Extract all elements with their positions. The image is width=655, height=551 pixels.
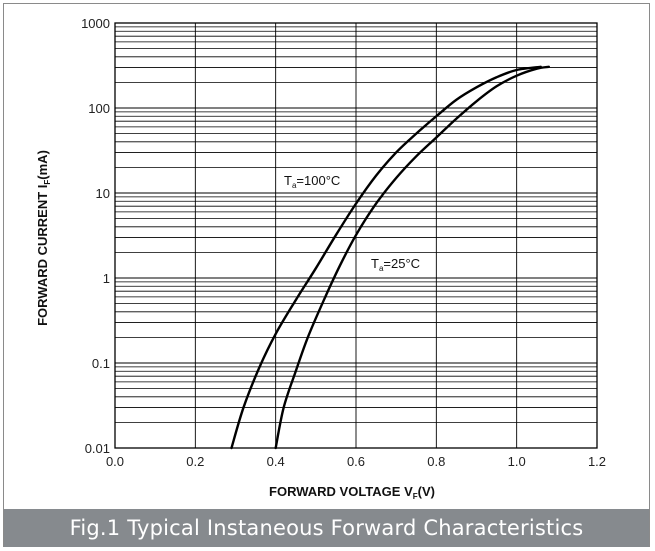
y-axis-title: FORWARD CURRENT IF(mA) — [35, 150, 52, 326]
y-tick-label: 0.01 — [85, 441, 110, 456]
series-label-ta-25: Ta=25°C — [371, 256, 420, 273]
x-axis-title: FORWARD VOLTAGE VF(V) — [269, 484, 435, 501]
x-tick-label: 0.8 — [427, 454, 445, 469]
x-tick-label: 0.0 — [106, 454, 124, 469]
x-tick-label: 0.2 — [186, 454, 204, 469]
series-layer — [230, 65, 550, 450]
x-tick-label: 1.2 — [588, 454, 606, 469]
series-line-0 — [230, 65, 542, 450]
y-tick-label: 100 — [88, 101, 110, 116]
x-tick-label: 0.4 — [267, 454, 285, 469]
y-tick-label: 0.1 — [92, 356, 110, 371]
plot-border — [114, 22, 598, 449]
figure-caption: Fig.1 Typical Instaneous Forward Charact… — [4, 509, 649, 547]
y-tick-label: 10 — [96, 186, 110, 201]
figure-frame — [3, 3, 650, 547]
tick-labels: 0.0 0.2 0.4 0.6 0.8 1.0 1.2 0.01 0.1 1 10 100 1000 — [81, 16, 606, 469]
y-tick-label: 1 — [103, 271, 110, 286]
x-tick-label: 0.6 — [347, 454, 365, 469]
x-tick-label: 1.0 — [508, 454, 526, 469]
series-line-1 — [274, 65, 550, 450]
series-label-ta-100: Ta=100°C — [284, 173, 340, 190]
y-tick-label: 1000 — [81, 16, 110, 31]
